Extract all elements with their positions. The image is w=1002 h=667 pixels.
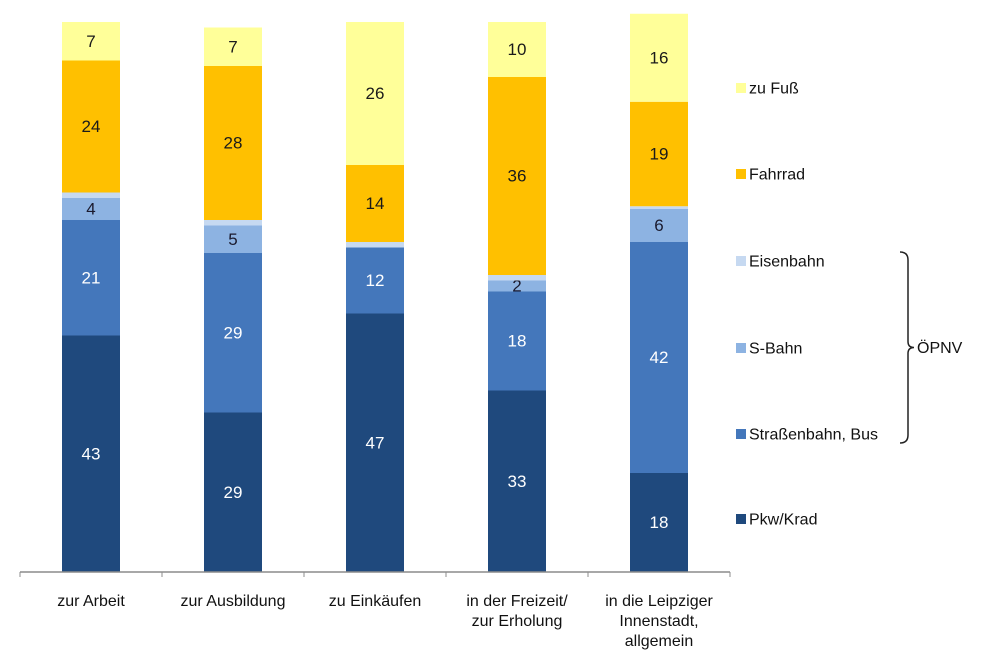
category-labels: zur Arbeit zur Ausbildung zu Einkäufen in d… [57,593,713,650]
data-label-strassenbahn-bus: 21 [82,268,101,287]
segment-eisenbahn [346,242,404,248]
legend-item-strassenbahn-bus: Straßenbahn, Bus [736,427,878,444]
legend-swatch [736,83,746,93]
data-label-fahrrad: 36 [508,167,527,186]
data-label-strassenbahn-bus: 18 [508,332,527,351]
bar-5: 18 42 6 19 16 [630,13,688,572]
category-label: zur Arbeit [57,593,125,610]
segment-zu-fuss [488,22,546,77]
segment-s-bahn [488,280,546,292]
segment-fahrrad [346,165,404,242]
segment-strassenbahn-bus [630,242,688,473]
legend-label: Pkw/Krad [749,512,817,529]
bar-2: 29 29 5 28 7 [204,27,262,572]
legend-label: Straßenbahn, Bus [749,427,878,444]
segment-fahrrad [204,66,262,220]
legend: zu Fuß Fahrrad Eisenbahn S-Bahn Straßenbahn,… [736,81,878,529]
legend-swatch [736,169,746,179]
legend-label: Fahrrad [749,167,805,184]
category-label: zu Einkäufen [329,593,422,610]
data-label-s-bahn: 6 [654,216,663,235]
data-label-pkw-krad: 29 [224,483,243,502]
segment-zu-fuss [204,27,262,66]
x-axis [19,571,731,577]
bar-3: 47 12 14 26 [346,22,404,572]
category-label: zur Ausbildung [181,593,286,610]
bar-1: 43 21 4 24 7 [62,22,120,572]
data-label-fahrrad: 14 [366,194,385,213]
data-label-s-bahn: 2 [512,277,521,296]
segment-pkw-krad [62,335,120,572]
legend-label: S-Bahn [749,341,802,358]
segment-eisenbahn [488,275,546,281]
data-label-strassenbahn-bus: 42 [650,348,669,367]
bar-4: 33 18 2 36 10 [488,22,546,572]
segment-eisenbahn [62,192,120,198]
segment-strassenbahn-bus [488,291,546,391]
data-label-fahrrad: 28 [224,134,243,153]
legend-item-zu-fuss: zu Fuß [736,81,799,98]
data-label-pkw-krad: 43 [82,444,101,463]
data-label-pkw-krad: 18 [650,513,669,532]
segment-s-bahn [630,209,688,242]
legend-label: zu Fuß [749,81,799,98]
data-label-zu-fuss: 10 [508,40,527,59]
legend-item-s-bahn: S-Bahn [736,341,802,358]
legend-swatch [736,514,746,524]
legend-swatch [736,429,746,439]
legend-item-eisenbahn: Eisenbahn [736,254,825,271]
segment-pkw-krad [346,313,404,572]
data-label-pkw-krad: 33 [508,472,527,491]
segment-strassenbahn-bus [346,247,404,314]
category-label: in die Leipziger Innenstadt, allgemein [605,593,713,650]
data-label-zu-fuss: 7 [86,32,95,51]
segment-fahrrad [62,60,120,193]
data-label-pkw-krad: 47 [366,433,385,452]
segment-fahrrad [488,77,546,275]
brace-icon [899,251,915,444]
category-label: in der Freizeit/zur Erholung [466,593,568,630]
segment-s-bahn [204,225,262,253]
segment-fahrrad [630,101,688,207]
legend-label: Eisenbahn [749,254,825,271]
data-label-zu-fuss: 26 [366,84,385,103]
brace-label: ÖPNV [917,339,963,357]
data-label-s-bahn: 4 [86,200,95,219]
legend-swatch [736,343,746,353]
segment-strassenbahn-bus [62,220,120,336]
bars-group: 43 21 4 24 7 29 29 5 28 7 47 12 14 26 33 18 2 36 10 18 42 6 19… [62,13,688,572]
segment-pkw-krad [488,390,546,572]
segment-eisenbahn [204,220,262,226]
data-label-strassenbahn-bus: 29 [224,323,243,342]
segment-pkw-krad [630,473,688,572]
data-label-strassenbahn-bus: 12 [366,271,385,290]
legend-swatch [736,256,746,266]
data-label-zu-fuss: 7 [228,37,237,56]
data-label-fahrrad: 24 [82,117,101,136]
segment-strassenbahn-bus [204,253,262,413]
legend-item-pkw-krad: Pkw/Krad [736,512,817,529]
data-label-fahrrad: 19 [650,145,669,164]
segment-s-bahn [62,198,120,220]
data-label-s-bahn: 5 [228,230,237,249]
segment-zu-fuss [62,22,120,61]
segment-zu-fuss [630,13,688,102]
legend-item-fahrrad: Fahrrad [736,167,805,184]
data-label-zu-fuss: 16 [650,48,669,67]
segment-eisenbahn [630,206,688,209]
segment-zu-fuss [346,22,404,165]
opnv-brace-annotation: ÖPNV [899,251,963,444]
segment-pkw-krad [204,412,262,572]
